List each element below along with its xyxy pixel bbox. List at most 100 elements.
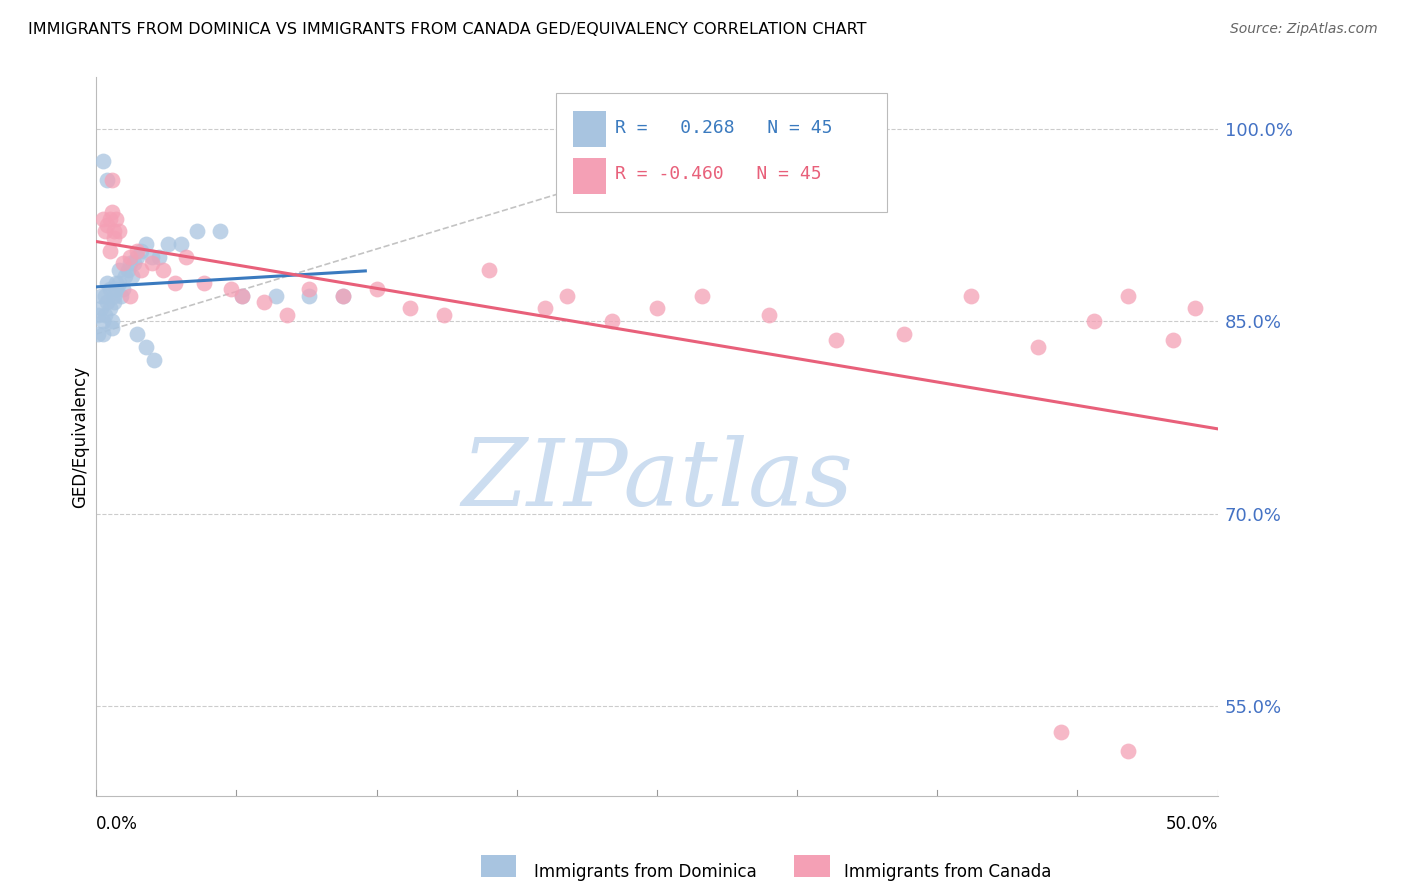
Point: [1116, 744, 1139, 758]
Point: [555, 288, 578, 302]
Point: [112, 282, 135, 296]
Point: [1083, 314, 1105, 328]
Point: [125, 327, 148, 342]
Point: [276, 308, 298, 322]
Point: [1184, 301, 1206, 316]
Point: [298, 282, 321, 296]
Point: [103, 295, 125, 310]
Point: [825, 334, 848, 348]
Point: [170, 237, 193, 252]
FancyBboxPatch shape: [572, 158, 606, 194]
Text: Immigrants from Dominica: Immigrants from Dominica: [534, 863, 756, 881]
Point: [103, 224, 125, 238]
Point: [125, 250, 148, 264]
Point: [101, 205, 124, 219]
FancyBboxPatch shape: [794, 855, 830, 877]
Point: [105, 276, 128, 290]
Text: IMMIGRANTS FROM DOMINICA VS IMMIGRANTS FROM CANADA GED/EQUIVALENCY CORRELATION C: IMMIGRANTS FROM DOMINICA VS IMMIGRANTS F…: [28, 22, 866, 37]
Point: [1026, 340, 1049, 354]
Point: [105, 282, 128, 296]
Point: [124, 256, 146, 270]
Point: [94, 288, 117, 302]
Point: [114, 269, 136, 284]
Point: [600, 314, 623, 328]
Point: [125, 244, 148, 258]
FancyBboxPatch shape: [572, 112, 606, 147]
Point: [1161, 334, 1184, 348]
Point: [91, 211, 114, 226]
Point: [96, 276, 118, 290]
Text: R =   0.268   N = 45: R = 0.268 N = 45: [616, 119, 832, 136]
Point: [645, 301, 668, 316]
Point: [96, 218, 118, 232]
Point: [148, 250, 170, 264]
Point: [121, 269, 143, 284]
Point: [105, 211, 128, 226]
Point: [96, 173, 118, 187]
Point: [208, 224, 231, 238]
Point: [366, 282, 388, 296]
Point: [129, 263, 152, 277]
Point: [90, 288, 112, 302]
Text: 0.0%: 0.0%: [96, 815, 138, 833]
Point: [135, 340, 157, 354]
Point: [91, 153, 114, 168]
Point: [1049, 724, 1071, 739]
Point: [174, 250, 197, 264]
Point: [94, 224, 117, 238]
Point: [87, 308, 110, 322]
Point: [399, 301, 422, 316]
Point: [143, 352, 166, 367]
Point: [98, 301, 121, 316]
Point: [1116, 288, 1139, 302]
Text: Source: ZipAtlas.com: Source: ZipAtlas.com: [1230, 22, 1378, 37]
Point: [960, 288, 983, 302]
Point: [156, 237, 179, 252]
Point: [332, 288, 354, 302]
Point: [253, 295, 276, 310]
Point: [98, 282, 121, 296]
Point: [107, 224, 129, 238]
Point: [533, 301, 555, 316]
Point: [96, 295, 118, 310]
Point: [141, 256, 163, 270]
Point: [91, 314, 114, 328]
Point: [231, 288, 253, 302]
Point: [219, 282, 242, 296]
Point: [98, 211, 121, 226]
Point: [91, 327, 114, 342]
Point: [101, 173, 124, 187]
Point: [893, 327, 915, 342]
Point: [118, 288, 141, 302]
Point: [758, 308, 780, 322]
Point: [94, 308, 117, 322]
Point: [186, 224, 208, 238]
Point: [264, 288, 287, 302]
Point: [152, 263, 174, 277]
Point: [87, 327, 110, 342]
Y-axis label: GED/Equivalency: GED/Equivalency: [72, 366, 89, 508]
Point: [103, 288, 125, 302]
Point: [112, 256, 135, 270]
Text: Immigrants from Canada: Immigrants from Canada: [844, 863, 1050, 881]
Point: [117, 263, 139, 277]
Point: [129, 244, 152, 258]
Point: [141, 250, 163, 264]
FancyBboxPatch shape: [555, 94, 887, 211]
Point: [690, 288, 713, 302]
Point: [193, 276, 215, 290]
Point: [101, 320, 124, 334]
Point: [101, 314, 124, 328]
Point: [103, 231, 125, 245]
Point: [107, 263, 129, 277]
Point: [163, 276, 186, 290]
Text: ZIPatlas: ZIPatlas: [461, 434, 853, 524]
Point: [478, 263, 501, 277]
Point: [98, 244, 121, 258]
Point: [332, 288, 354, 302]
Point: [298, 288, 321, 302]
Text: R = -0.460   N = 45: R = -0.460 N = 45: [616, 165, 823, 184]
Point: [107, 276, 129, 290]
Point: [118, 256, 141, 270]
Point: [231, 288, 253, 302]
